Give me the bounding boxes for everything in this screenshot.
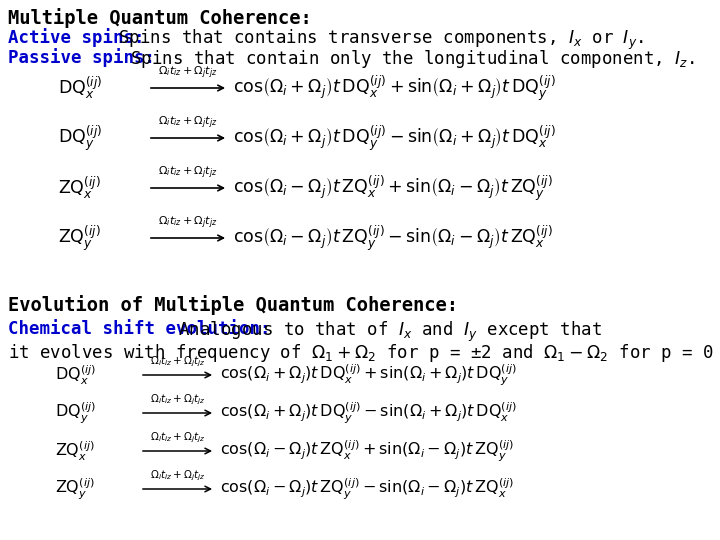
Text: $\cos\!\left(\Omega_i + \Omega_j\right)t\,\mathrm{DQ}_y^{(ij)} - \sin\!\left(\Om: $\cos\!\left(\Omega_i + \Omega_j\right)t… — [233, 123, 556, 153]
Text: Active spins:: Active spins: — [8, 28, 145, 47]
Text: $\mathrm{DQ}_x^{(ij)}$: $\mathrm{DQ}_x^{(ij)}$ — [58, 75, 102, 101]
Text: $\Omega_i t_{iz}+\Omega_j t_{jz}$: $\Omega_i t_{iz}+\Omega_j t_{jz}$ — [150, 430, 206, 445]
Text: Passive spins:: Passive spins: — [8, 48, 155, 67]
Text: $\cos\!\left(\Omega_i - \Omega_j\right)t\,\mathrm{ZQ}_y^{(ij)} - \sin\!\left(\Om: $\cos\!\left(\Omega_i - \Omega_j\right)t… — [220, 476, 514, 502]
Text: it evolves with frequency of $\Omega_1 + \Omega_2$ for p = ±2 and $\Omega_1 - \O: it evolves with frequency of $\Omega_1 +… — [8, 342, 714, 364]
Text: Analogous to that of $I_x$ and $I_y$ except that: Analogous to that of $I_x$ and $I_y$ exc… — [168, 320, 602, 344]
Text: Evolution of Multiple Quantum Coherence:: Evolution of Multiple Quantum Coherence: — [8, 295, 458, 315]
Text: $\cos\!\left(\Omega_i - \Omega_j\right)t\,\mathrm{ZQ}_x^{(ij)} + \sin\!\left(\Om: $\cos\!\left(\Omega_i - \Omega_j\right)t… — [220, 438, 514, 463]
Text: $\Omega_i t_{iz}+\Omega_j t_{jz}$: $\Omega_i t_{iz}+\Omega_j t_{jz}$ — [150, 355, 206, 369]
Text: $\mathrm{ZQ}_y^{(ij)}$: $\mathrm{ZQ}_y^{(ij)}$ — [58, 224, 101, 253]
Text: $\mathrm{DQ}_x^{(ij)}$: $\mathrm{DQ}_x^{(ij)}$ — [55, 363, 96, 387]
Text: $\mathrm{ZQ}_y^{(ij)}$: $\mathrm{ZQ}_y^{(ij)}$ — [55, 476, 95, 502]
Text: $\Omega_i t_{iz}+\Omega_j t_{jz}$: $\Omega_i t_{iz}+\Omega_j t_{jz}$ — [150, 469, 206, 483]
Text: $\mathrm{DQ}_y^{(ij)}$: $\mathrm{DQ}_y^{(ij)}$ — [58, 123, 102, 153]
Text: Spins that contain only the longitudinal component, $I_z$.: Spins that contain only the longitudinal… — [120, 48, 695, 70]
Text: $\Omega_i t_{iz}+\Omega_j t_{jz}$: $\Omega_i t_{iz}+\Omega_j t_{jz}$ — [158, 114, 217, 131]
Text: $\Omega_i t_{iz}+\Omega_j t_{jz}$: $\Omega_i t_{iz}+\Omega_j t_{jz}$ — [158, 214, 217, 231]
Text: $\cos\!\left(\Omega_i + \Omega_j\right)t\,\mathrm{DQ}_x^{(ij)} + \sin\!\left(\Om: $\cos\!\left(\Omega_i + \Omega_j\right)t… — [220, 362, 517, 388]
Text: $\Omega_i t_{iz}+\Omega_j t_{jz}$: $\Omega_i t_{iz}+\Omega_j t_{jz}$ — [158, 165, 217, 181]
Text: $\mathrm{DQ}_y^{(ij)}$: $\mathrm{DQ}_y^{(ij)}$ — [55, 401, 96, 426]
Text: $\mathrm{ZQ}_x^{(ij)}$: $\mathrm{ZQ}_x^{(ij)}$ — [55, 440, 95, 463]
Text: Spins that contains transverse components, $I_x$ or $I_y$.: Spins that contains transverse component… — [108, 28, 644, 52]
Text: $\Omega_i t_{iz}+\Omega_j t_{jz}$: $\Omega_i t_{iz}+\Omega_j t_{jz}$ — [158, 65, 217, 81]
Text: $\mathrm{ZQ}_x^{(ij)}$: $\mathrm{ZQ}_x^{(ij)}$ — [58, 175, 101, 201]
Text: Multiple Quantum Coherence:: Multiple Quantum Coherence: — [8, 8, 312, 28]
Text: $\cos\!\left(\Omega_i - \Omega_j\right)t\,\mathrm{ZQ}_x^{(ij)} + \sin\!\left(\Om: $\cos\!\left(\Omega_i - \Omega_j\right)t… — [233, 173, 553, 202]
Text: $\cos\!\left(\Omega_i + \Omega_j\right)t\,\mathrm{DQ}_x^{(ij)} + \sin\!\left(\Om: $\cos\!\left(\Omega_i + \Omega_j\right)t… — [233, 73, 556, 103]
Text: Chemical shift evolution:: Chemical shift evolution: — [8, 320, 271, 338]
Text: $\Omega_i t_{iz}+\Omega_j t_{jz}$: $\Omega_i t_{iz}+\Omega_j t_{jz}$ — [150, 393, 206, 407]
Text: $\cos\!\left(\Omega_i + \Omega_j\right)t\,\mathrm{DQ}_y^{(ij)} - \sin\!\left(\Om: $\cos\!\left(\Omega_i + \Omega_j\right)t… — [220, 401, 517, 426]
Text: $\cos\!\left(\Omega_i - \Omega_j\right)t\,\mathrm{ZQ}_y^{(ij)} - \sin\!\left(\Om: $\cos\!\left(\Omega_i - \Omega_j\right)t… — [233, 224, 553, 253]
